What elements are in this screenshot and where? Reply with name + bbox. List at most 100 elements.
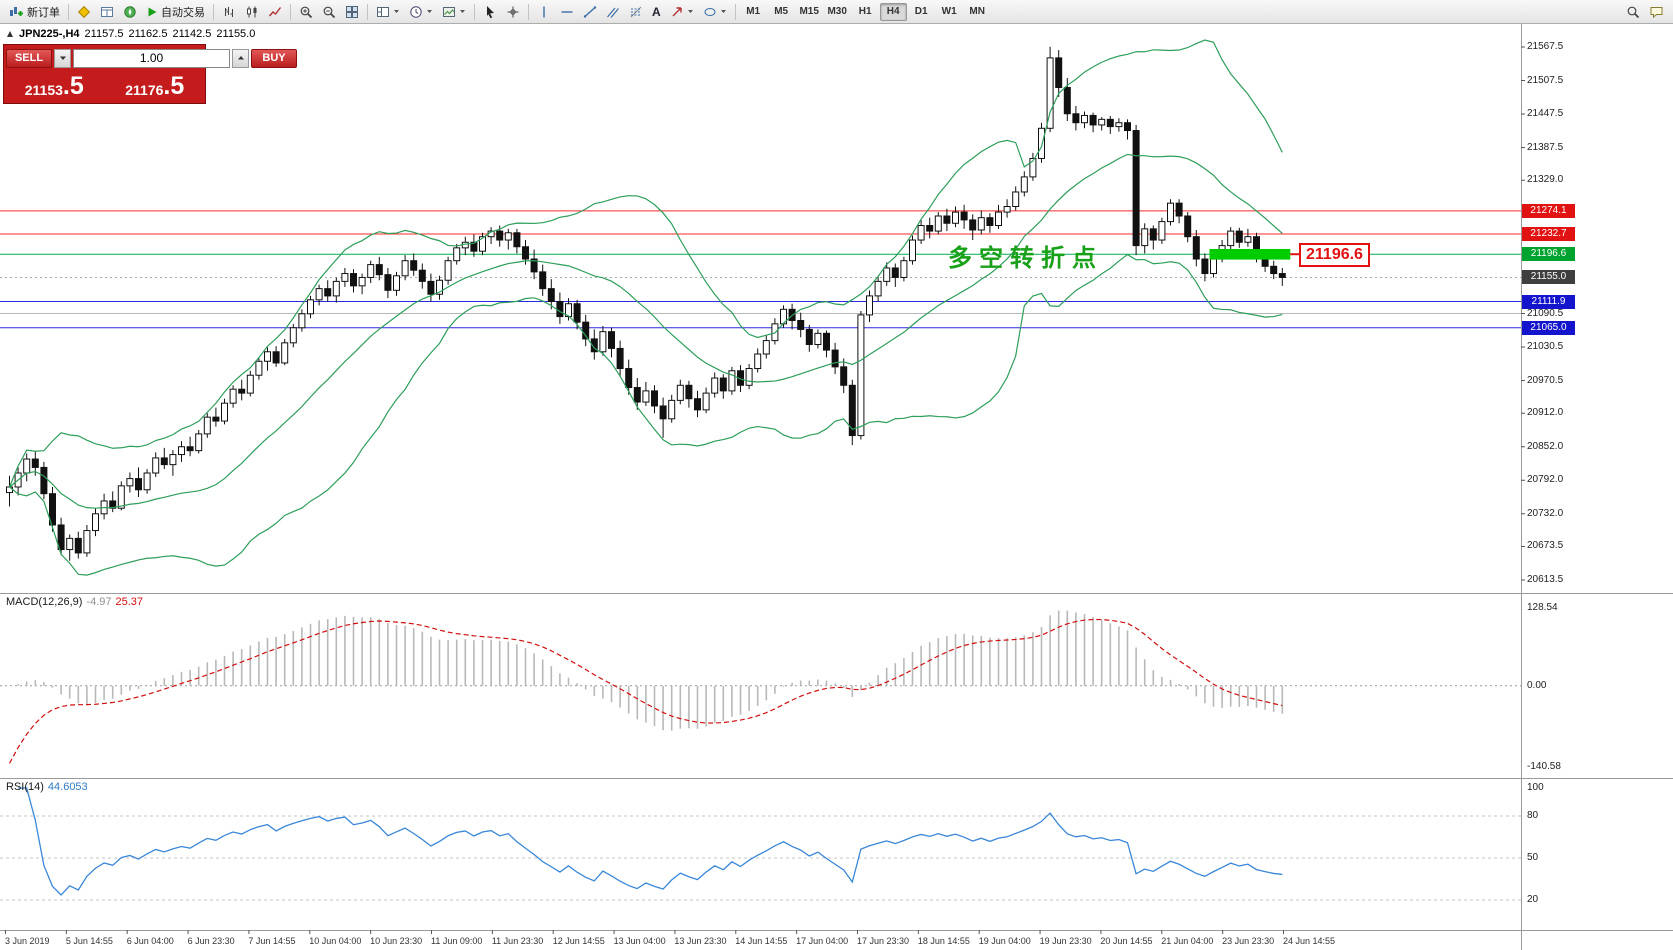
search-button[interactable] [1622, 2, 1644, 22]
trendline-tool-button[interactable] [579, 2, 601, 22]
navigator-icon [124, 5, 136, 18]
macd-layer [0, 610, 1521, 764]
tile-windows-button[interactable] [341, 2, 363, 22]
timeframe-h1-button[interactable]: H1 [852, 3, 879, 21]
template-button[interactable] [438, 2, 470, 22]
data-window-icon [101, 6, 113, 17]
arrow-tool-button[interactable] [666, 2, 698, 22]
sell-button[interactable]: SELL [6, 48, 52, 68]
charts-layout-button[interactable] [372, 2, 404, 22]
rsi-name: RSI(14) [6, 781, 44, 793]
trendline-icon [583, 5, 597, 18]
toolbar-separator [213, 3, 214, 20]
toolbar-separator [528, 3, 529, 20]
timeframe-m5-button[interactable]: M5 [768, 3, 795, 21]
volume-decrease-button[interactable] [54, 48, 71, 68]
ohlc-high: 21162.5 [128, 28, 168, 40]
chevron-down-icon [460, 10, 465, 13]
navigator-button[interactable] [119, 2, 141, 22]
new-order-icon [10, 6, 23, 16]
tile-windows-icon [346, 5, 358, 18]
search-icon [1627, 6, 1640, 18]
macd-signal-value: 25.37 [115, 596, 144, 608]
bar-chart-button[interactable] [218, 2, 240, 22]
toolbar-separator [474, 3, 475, 20]
volume-increase-button[interactable] [232, 48, 249, 68]
one-click-trading-panel: SELL BUY 21153.5 21176.5 [3, 44, 297, 104]
chevron-down-icon [720, 10, 726, 13]
rsi-indicator-label: RSI(14) 44.6053 [6, 781, 88, 793]
cursor-icon [487, 5, 494, 18]
market-watch-button[interactable] [73, 2, 95, 22]
channel-tool-button[interactable] [602, 2, 624, 22]
cursor-tool-button[interactable] [479, 2, 501, 22]
market-watch-icon [77, 5, 91, 18]
vertical-line-icon [543, 6, 545, 17]
new-order-button[interactable]: 新订单 [5, 2, 64, 22]
horizontal-line-icon [561, 10, 573, 13]
candlestick-chart-button[interactable] [241, 2, 263, 22]
zoom-in-button[interactable] [295, 2, 317, 22]
sell-price-pips: .5 [62, 72, 84, 101]
clock-icon [410, 5, 422, 18]
line-chart-button[interactable] [264, 2, 286, 22]
symbol-name: JPN225-,H4 [19, 28, 80, 40]
macd-name: MACD(12,26,9) [6, 596, 83, 608]
price-callout[interactable]: 21196.6 [1299, 243, 1370, 268]
fibonacci-icon [630, 6, 642, 17]
template-icon [443, 6, 455, 17]
arrow-tool-icon [672, 6, 682, 16]
zoom-out-icon [323, 6, 336, 18]
timeframe-h4-button[interactable]: H4 [879, 2, 907, 21]
shapes-tool-button[interactable] [699, 2, 731, 22]
toolbar: 新订单 自动交易 [0, 0, 1673, 24]
horizontal-line-tool-button[interactable] [556, 2, 578, 22]
autotrading-button[interactable]: 自动交易 [142, 2, 209, 22]
rsi-layer [0, 787, 1521, 901]
timeframe-d1-button[interactable]: D1 [908, 3, 935, 21]
text-tool-button[interactable]: A [648, 2, 665, 22]
chart-annotation: 多空转折点 [948, 245, 1103, 272]
buy-price[interactable]: 21176.5 [105, 70, 206, 102]
chevron-down-icon [394, 10, 399, 13]
data-window-button[interactable] [96, 2, 118, 22]
buy-price-main: 21176 [125, 81, 164, 98]
channel-icon [607, 7, 619, 18]
autotrading-icon [148, 7, 157, 16]
timeframe-w1-button[interactable]: W1 [936, 3, 963, 21]
sell-price[interactable]: 21153.5 [4, 70, 105, 102]
spin-down-icon [59, 56, 66, 60]
highlight-zone [1209, 248, 1291, 260]
fibonacci-tool-button[interactable] [625, 2, 647, 22]
main-chart-layer [0, 39, 1521, 576]
period-selector-button[interactable] [405, 2, 437, 22]
ohlc-low: 21142.5 [172, 28, 212, 40]
timeframe-m30-button[interactable]: M30 [824, 3, 851, 21]
volume-input[interactable] [73, 48, 230, 68]
crosshair-tool-button[interactable] [502, 2, 524, 22]
zoom-out-button[interactable] [318, 2, 340, 22]
chat-button[interactable] [1645, 2, 1668, 22]
macd-main-value: -4.97 [86, 596, 112, 608]
toolbar-separator [734, 3, 736, 20]
spin-up-icon [237, 56, 244, 60]
toolbar-separator [290, 3, 291, 20]
bar-chart-icon [225, 6, 233, 17]
vertical-line-tool-button[interactable] [533, 2, 555, 22]
sell-price-main: 21153 [24, 81, 63, 98]
autotrading-label: 自动交易 [161, 6, 205, 19]
zoom-in-icon [300, 6, 313, 18]
timeframe-mn-button[interactable]: MN [964, 3, 991, 21]
timeframe-m1-button[interactable]: M1 [740, 3, 767, 21]
ohlc-close: 21155.0 [216, 28, 256, 40]
timeframe-m15-button[interactable]: M15 [796, 3, 823, 21]
buy-button[interactable]: BUY [251, 48, 297, 68]
ohlc-open: 21157.5 [84, 28, 124, 40]
crosshair-icon [507, 6, 519, 17]
toolbar-separator [367, 3, 368, 20]
charts-layout-icon [377, 6, 389, 17]
text-tool-icon: A [652, 4, 661, 19]
buy-price-pips: .5 [163, 72, 185, 101]
